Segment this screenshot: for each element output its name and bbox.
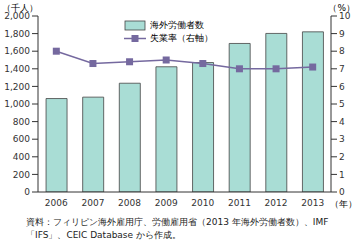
- svg-text:800: 800: [13, 117, 30, 127]
- svg-text:1: 1: [339, 170, 345, 180]
- svg-text:9: 9: [339, 29, 345, 39]
- svg-text:7: 7: [339, 64, 345, 74]
- svg-text:1,200: 1,200: [8, 82, 30, 92]
- svg-text:2007: 2007: [81, 198, 104, 208]
- svg-text:1,000: 1,000: [8, 99, 30, 109]
- svg-text:8: 8: [339, 46, 345, 56]
- svg-text:2,000: 2,000: [8, 11, 30, 21]
- html-text:（千人）: （千人）: [2, 3, 38, 13]
- svg-text:2013: 2013: [301, 198, 324, 208]
- html-text:海外労働者数: 海外労働者数: [150, 20, 204, 30]
- svg-text:600: 600: [13, 134, 30, 144]
- svg-text:1,400: 1,400: [8, 64, 30, 74]
- svg-text:2010: 2010: [191, 198, 214, 208]
- html-text:失業率（右軸）: 失業率（右軸）: [150, 33, 213, 43]
- html-text:（年）: （年）: [330, 199, 357, 209]
- svg-text:1,800: 1,800: [8, 29, 30, 39]
- svg-text:2008: 2008: [118, 198, 141, 208]
- svg-text:2012: 2012: [265, 198, 288, 208]
- svg-text:2009: 2009: [155, 198, 178, 208]
- svg-text:0: 0: [24, 187, 30, 197]
- svg-text:2: 2: [339, 152, 345, 162]
- svg-text:6: 6: [339, 82, 345, 92]
- svg-text:4: 4: [339, 117, 345, 127]
- svg-text:3: 3: [339, 134, 345, 144]
- svg-text:2011: 2011: [228, 198, 251, 208]
- svg-text:5: 5: [339, 99, 345, 109]
- svg-text:1,600: 1,600: [8, 46, 30, 56]
- svg-text:400: 400: [13, 152, 30, 162]
- svg-text:2006: 2006: [45, 198, 68, 208]
- svg-text:200: 200: [13, 170, 30, 180]
- html-text:資料：フィリピン海外雇用庁、労働雇用省（2013 年海外労働: 資料：フィリピン海外雇用庁、労働雇用省（2013 年海外労働者数）、IMF「IF…: [26, 217, 329, 240]
- svg-text:0: 0: [339, 187, 345, 197]
- svg-text:10: 10: [339, 11, 351, 21]
